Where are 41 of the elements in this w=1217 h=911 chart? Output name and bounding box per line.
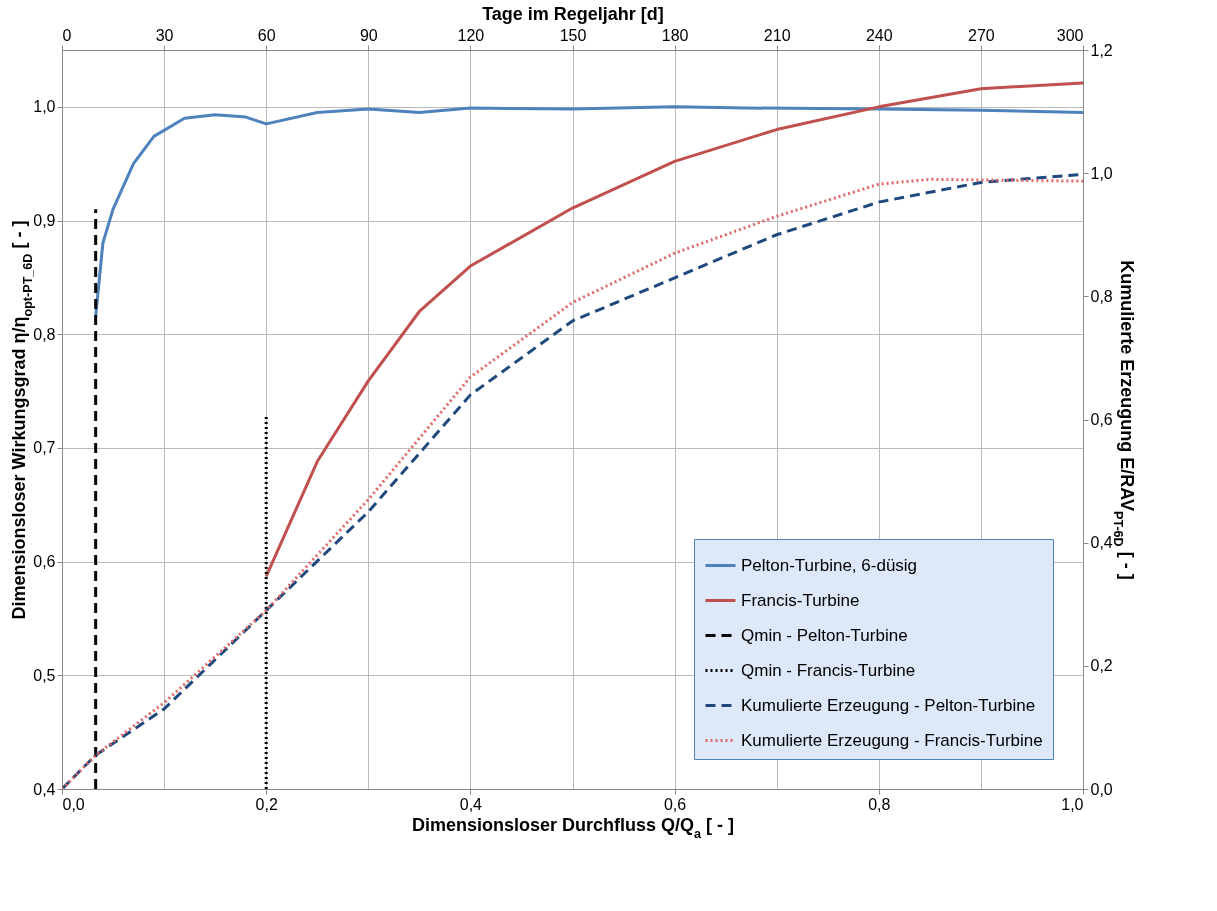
x2-tick-label: 210 xyxy=(763,26,791,44)
y-tick-label: 0,7 xyxy=(33,439,56,457)
x-tick-label: 1,0 xyxy=(1061,795,1084,813)
x2-tick-label: 180 xyxy=(661,26,689,44)
x2-tick-label: 60 xyxy=(257,26,276,44)
y-tick-label: 0,5 xyxy=(33,666,56,684)
x2-tick-label: 120 xyxy=(457,26,485,44)
y2-tick-label: 0,4 xyxy=(1090,534,1113,552)
x2-tick-label: 300 xyxy=(1056,26,1084,44)
x-axis-title: Dimensionsloser Durchfluss Q/Q$_{a}$ [ - ] xyxy=(411,814,735,841)
x2-tick-label: 240 xyxy=(865,26,893,44)
x-tick-label: 0,2 xyxy=(255,795,278,813)
y2-tick-label: 0,6 xyxy=(1090,411,1113,428)
y2-tick-label: 0,0 xyxy=(1090,780,1113,798)
y-tick-label: 1,0 xyxy=(33,98,56,116)
x2-tick-label: 90 xyxy=(359,26,378,44)
x-tick-label: 0,8 xyxy=(868,795,891,813)
y2-tick-label: 1,0 xyxy=(1090,164,1113,182)
x2-tick-label: 30 xyxy=(155,26,174,44)
y2-tick-label: 0,8 xyxy=(1090,287,1113,305)
y2-tick-label: 1,2 xyxy=(1090,41,1113,59)
legend-label: Qmin - Pelton-Turbine xyxy=(741,625,908,645)
line-series xyxy=(94,105,1083,318)
legend-label: Pelton-Turbine, 6-düsig xyxy=(741,555,918,575)
x2-tick-label: 270 xyxy=(968,26,995,44)
x2-tick-label: 150 xyxy=(559,26,587,44)
line-series xyxy=(264,81,1083,578)
legend-label: Qmin - Francis-Turbine xyxy=(741,660,916,680)
x2-axis-title: Tage im Regeljahr [d] xyxy=(482,3,664,24)
x-tick-label: 0,4 xyxy=(459,795,483,813)
y-tick-label: 0,9 xyxy=(33,212,56,230)
legend-label: Kumulierte Erzeugung - Pelton-Turbine xyxy=(741,695,1036,715)
y-tick-label: 0,6 xyxy=(33,553,56,571)
legend-label: Francis-Turbine xyxy=(741,590,860,610)
x2-tick-label: 0 xyxy=(62,26,72,44)
x-tick-label: 0,6 xyxy=(663,795,687,813)
y-tick-label: 0,8 xyxy=(33,325,56,343)
y2-tick-label: 0,2 xyxy=(1090,657,1113,675)
y-tick-label: 0,4 xyxy=(33,780,56,798)
legend-label: Kumulierte Erzeugung - Francis-Turbine xyxy=(741,730,1043,750)
x-tick-label: 0,0 xyxy=(62,795,85,813)
